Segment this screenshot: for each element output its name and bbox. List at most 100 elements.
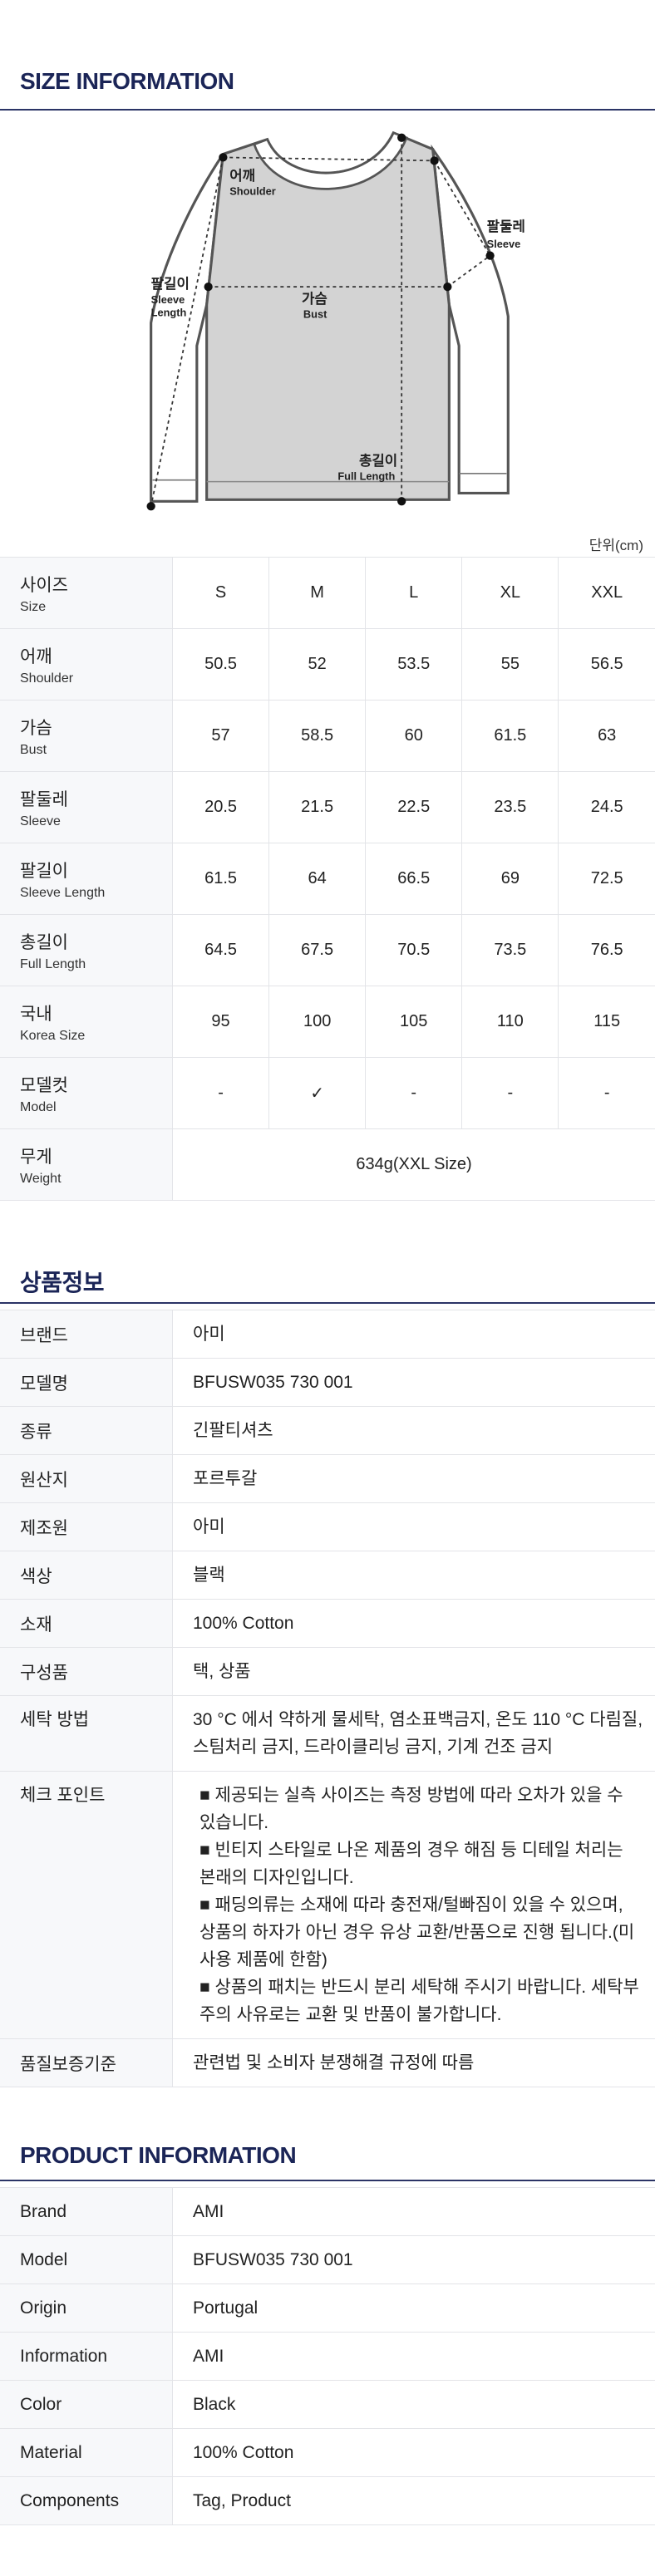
info-value: Portugal [172,2283,655,2333]
info-value: 30 °C 에서 약하게 물세탁, 염소표백금지, 온도 110 °C 다림질,… [172,1695,655,1772]
section-divider [0,1302,655,1304]
label-ko: 사이즈 [20,575,68,595]
size-value: 63 [558,700,655,772]
size-row: 사이즈 Size S M L XL XXL [0,557,655,629]
diagram-label: Shoulder [229,185,275,198]
size-value: 115 [558,986,655,1058]
info-row: 품질보증기준 관련법 및 소비자 분쟁해결 규정에 따름 [0,2038,655,2087]
unit-label: 단위(cm) [589,538,643,553]
info-row: Model BFUSW035 730 001 [0,2235,655,2284]
collar [253,131,408,190]
section-divider [0,109,655,111]
size-value: 57 [172,700,270,772]
info-label: 원산지 [0,1454,173,1503]
label-en: Bust [20,742,47,757]
size-value: 110 [461,986,559,1058]
size-value: 69 [461,843,559,915]
info-label: Model [0,2235,173,2284]
left-sleeve [150,153,224,503]
row-label: 팔둘레 Sleeve [0,771,173,843]
info-value: 100% Cotton [172,1599,655,1648]
info-table: 브랜드 아미 모델명 BFUSW035 730 001 종류 긴팔티셔츠 원산지 포르투갈 제조… [0,1310,655,2087]
info-label: 모델명 [0,1358,173,1407]
diagram-label: Sleeve [151,293,185,306]
size-value: 53.5 [365,628,463,701]
info-row: 구성품 택, 상품 [0,1647,655,1696]
label-ko: 팔둘레 [20,789,68,809]
info-label: 종류 [0,1406,173,1455]
size-value: 67.5 [268,914,367,986]
row-label: 사이즈 Size [0,557,173,629]
info-label: Components [0,2476,173,2525]
label-en: Shoulder [20,671,74,686]
info-row: 브랜드 아미 [0,1310,655,1359]
label-en: Korea Size [20,1028,86,1043]
info-label: Brand [0,2187,173,2236]
row-label: 어깨 Shoulder [0,628,173,701]
diagram-label: 팔길이 [151,276,190,292]
size-value: 72.5 [558,843,655,915]
label-ko: 총길이 [20,932,68,952]
diagram-label: Full Length [337,470,395,483]
size-row: 국내 Korea Size 95 100 105 110 115 [0,986,655,1058]
info-label: 소재 [0,1599,173,1648]
info-value: BFUSW035 730 001 [172,2235,655,2284]
row-label: 가슴 Bust [0,700,173,772]
row-label: 국내 Korea Size [0,986,173,1058]
size-value: ✓ [268,1057,367,1129]
info-row: Origin Portugal [0,2283,655,2333]
section-title: PRODUCT INFORMATION [20,2142,297,2168]
info-row: 소재 100% Cotton [0,1599,655,1648]
info-value: AMI [172,2187,655,2236]
info-label: 제조원 [0,1502,173,1551]
size-value: L [365,557,463,629]
info-row: Components Tag, Product [0,2476,655,2525]
diagram-label: 어깨 [229,168,255,184]
size-value: 60 [365,700,463,772]
label-ko: 국내 [20,1004,52,1024]
size-diagram: 어깨 Shoulder 팔둘레 Sleeve 팔길이 Sleeve Length… [146,130,524,511]
info-value: 택, 상품 [172,1647,655,1696]
bullet-text: ■ 패딩의류는 소재에 따라 충전재/털빠짐이 있을 수 있으며, 상품의 하자… [199,1895,635,1969]
info-label: Color [0,2380,173,2429]
info-row: 제조원 아미 [0,1502,655,1551]
size-row: 팔둘레 Sleeve 20.5 21.5 22.5 23.5 24.5 [0,771,655,843]
size-value: 52 [268,628,367,701]
label-ko: 무게 [20,1147,52,1167]
bullet-text: ■ 제공되는 실측 사이즈는 측정 방법에 따라 오차가 있을 수 있습니다. [199,1786,623,1832]
info-row: 원산지 포르투갈 [0,1454,655,1503]
size-value: 64 [268,843,367,915]
info-row: Information AMI [0,2332,655,2381]
info-row: 세탁 방법 30 °C 에서 약하게 물세탁, 염소표백금지, 온도 110 °C… [0,1695,655,1772]
label-en: Model [20,1099,57,1114]
size-value: - [172,1057,270,1129]
info-label: Material [0,2428,173,2477]
diagram-label: Sleeve [487,238,521,250]
info-label: 세탁 방법 [0,1695,173,1772]
info-value: 관련법 및 소비자 분쟁해결 규정에 따름 [172,2038,655,2087]
row-label: 모델컷 Model [0,1057,173,1129]
info-label: 체크 포인트 [0,1771,173,2039]
section-divider [0,2180,655,2181]
size-value: 24.5 [558,771,655,843]
size-value: 58.5 [268,700,367,772]
info-label: 브랜드 [0,1310,173,1359]
diagram-label: 총길이 [359,453,397,469]
size-value: 61.5 [461,700,559,772]
label-ko: 가슴 [20,718,52,738]
diagram-label: 가슴 [302,291,328,307]
info-value: 100% Cotton [172,2428,655,2477]
size-value: 56.5 [558,628,655,701]
info-label: Origin [0,2283,173,2333]
label-ko: 어깨 [20,646,52,666]
size-value: - [461,1057,559,1129]
size-value: 61.5 [172,843,270,915]
measure-points [146,133,495,511]
info-value: 블랙 [172,1551,655,1600]
diagram-label: Bust [303,308,328,321]
info-label: 구성품 [0,1647,173,1696]
diagram-label: Length [151,307,187,319]
label-ko: 모델컷 [20,1075,68,1095]
size-table: 사이즈 Size S M L XL XXL 어깨 Shoulder 50.5 52 53.5 55 56.… [0,557,655,1201]
label-en: Sleeve [20,814,61,828]
